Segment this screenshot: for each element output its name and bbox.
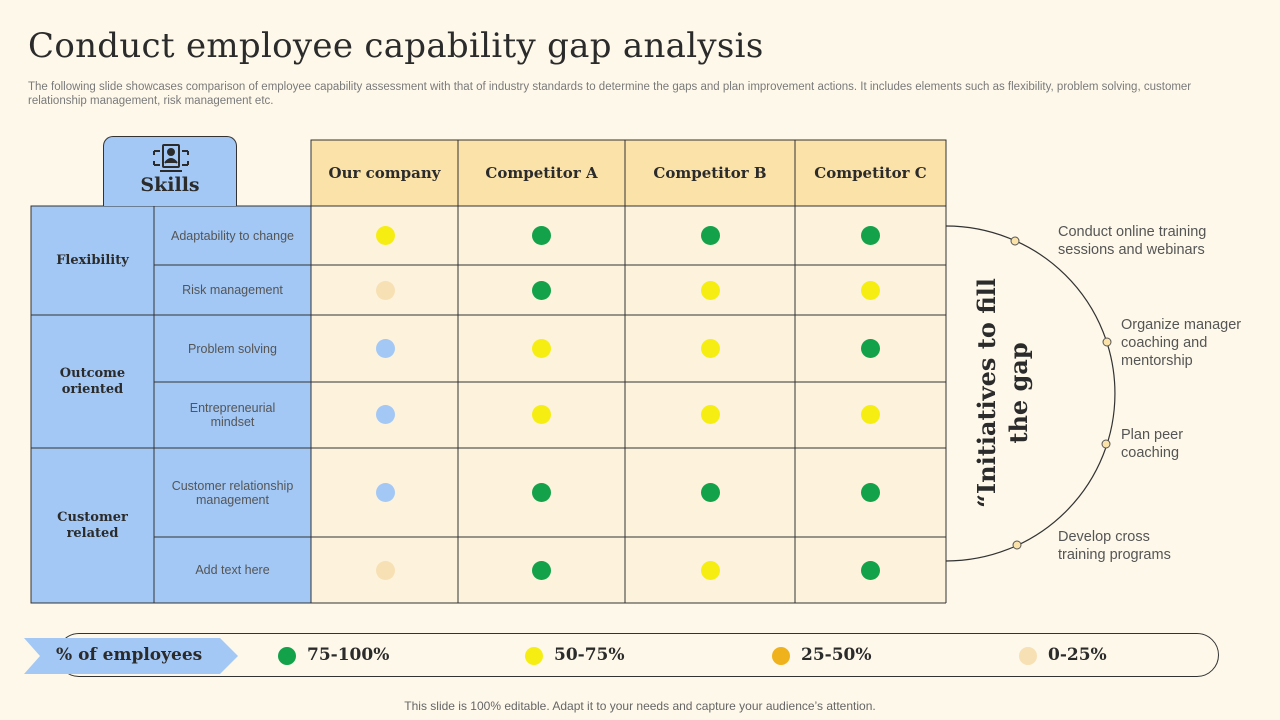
column-header-competitor-b: Competitor B bbox=[653, 164, 767, 182]
initiatives-title-text: “Initiatives to fill the gap bbox=[972, 278, 1033, 508]
skill-label: Add text here bbox=[195, 563, 270, 577]
legend-label-75-100: 75-100% bbox=[307, 645, 390, 665]
rating-dot bbox=[860, 482, 880, 502]
legend-dot-50-75 bbox=[525, 647, 543, 665]
group-label-flexibility: Flexibility bbox=[56, 252, 129, 268]
rating-dot bbox=[860, 404, 880, 424]
rating-dot bbox=[531, 404, 551, 424]
rating-dot bbox=[700, 280, 720, 300]
skills-header-tab: Skills bbox=[103, 136, 237, 206]
skill-label: Entrepreneurial mindset bbox=[189, 401, 276, 429]
rating-dot bbox=[860, 225, 880, 245]
group-label-outcome-oriented: Outcome oriented bbox=[59, 365, 126, 397]
column-header-competitor-a: Competitor A bbox=[485, 164, 598, 182]
legend-dot-75-100 bbox=[278, 647, 296, 665]
legend-title: % of employees bbox=[56, 645, 203, 665]
footer-note: This slide is 100% editable. Adapt it to… bbox=[404, 699, 876, 713]
rating-dot bbox=[700, 404, 720, 424]
rating-dot bbox=[860, 560, 880, 580]
initiative-item: Organize manager coaching and mentorship bbox=[1121, 317, 1242, 369]
rating-dot bbox=[531, 338, 551, 358]
column-header-competitor-c: Competitor C bbox=[814, 164, 927, 182]
legend-label-25-50: 25-50% bbox=[801, 645, 872, 665]
rating-dot bbox=[531, 225, 551, 245]
rating-dot bbox=[700, 482, 720, 502]
legend-dot-0-25 bbox=[1019, 647, 1037, 665]
legend-label-0-25: 0-25% bbox=[1048, 645, 1107, 665]
rating-dot bbox=[531, 560, 551, 580]
rating-dot bbox=[375, 338, 395, 358]
column-header-our-company: Our company bbox=[328, 164, 441, 182]
skill-label: Problem solving bbox=[188, 341, 277, 356]
skill-label: Customer relationship management bbox=[171, 478, 294, 507]
rating-dot bbox=[375, 225, 395, 245]
rating-dot bbox=[531, 280, 551, 300]
legend-label-50-75: 50-75% bbox=[554, 645, 625, 665]
rating-dot bbox=[375, 280, 395, 300]
skill-label: Adaptability to change bbox=[170, 228, 294, 243]
legend-title-arrow bbox=[24, 638, 238, 674]
rating-dot bbox=[860, 338, 880, 358]
rating-dot bbox=[531, 482, 551, 502]
page-title: Conduct employee capability gap analysis bbox=[28, 26, 764, 66]
skills-header-label: Skills bbox=[140, 174, 200, 196]
skill-label: Risk management bbox=[182, 283, 283, 297]
legend-dot-25-50 bbox=[772, 647, 790, 665]
rating-dot bbox=[860, 280, 880, 300]
initiative-item: Conduct online training sessions and web… bbox=[1058, 224, 1207, 258]
rating-dot bbox=[700, 338, 720, 358]
rating-dot bbox=[375, 482, 395, 502]
rating-dot bbox=[375, 560, 395, 580]
rating-dot bbox=[700, 560, 720, 580]
rating-dot bbox=[375, 404, 395, 424]
rating-dot bbox=[700, 225, 720, 245]
initiative-item: Develop cross training programs bbox=[1058, 529, 1171, 563]
page-subtitle: The following slide showcases comparison… bbox=[28, 81, 1192, 107]
initiative-item: Plan peer coaching bbox=[1121, 427, 1184, 461]
team-skills-icon bbox=[153, 144, 189, 172]
group-label-customer-related: Customer related bbox=[57, 509, 128, 541]
